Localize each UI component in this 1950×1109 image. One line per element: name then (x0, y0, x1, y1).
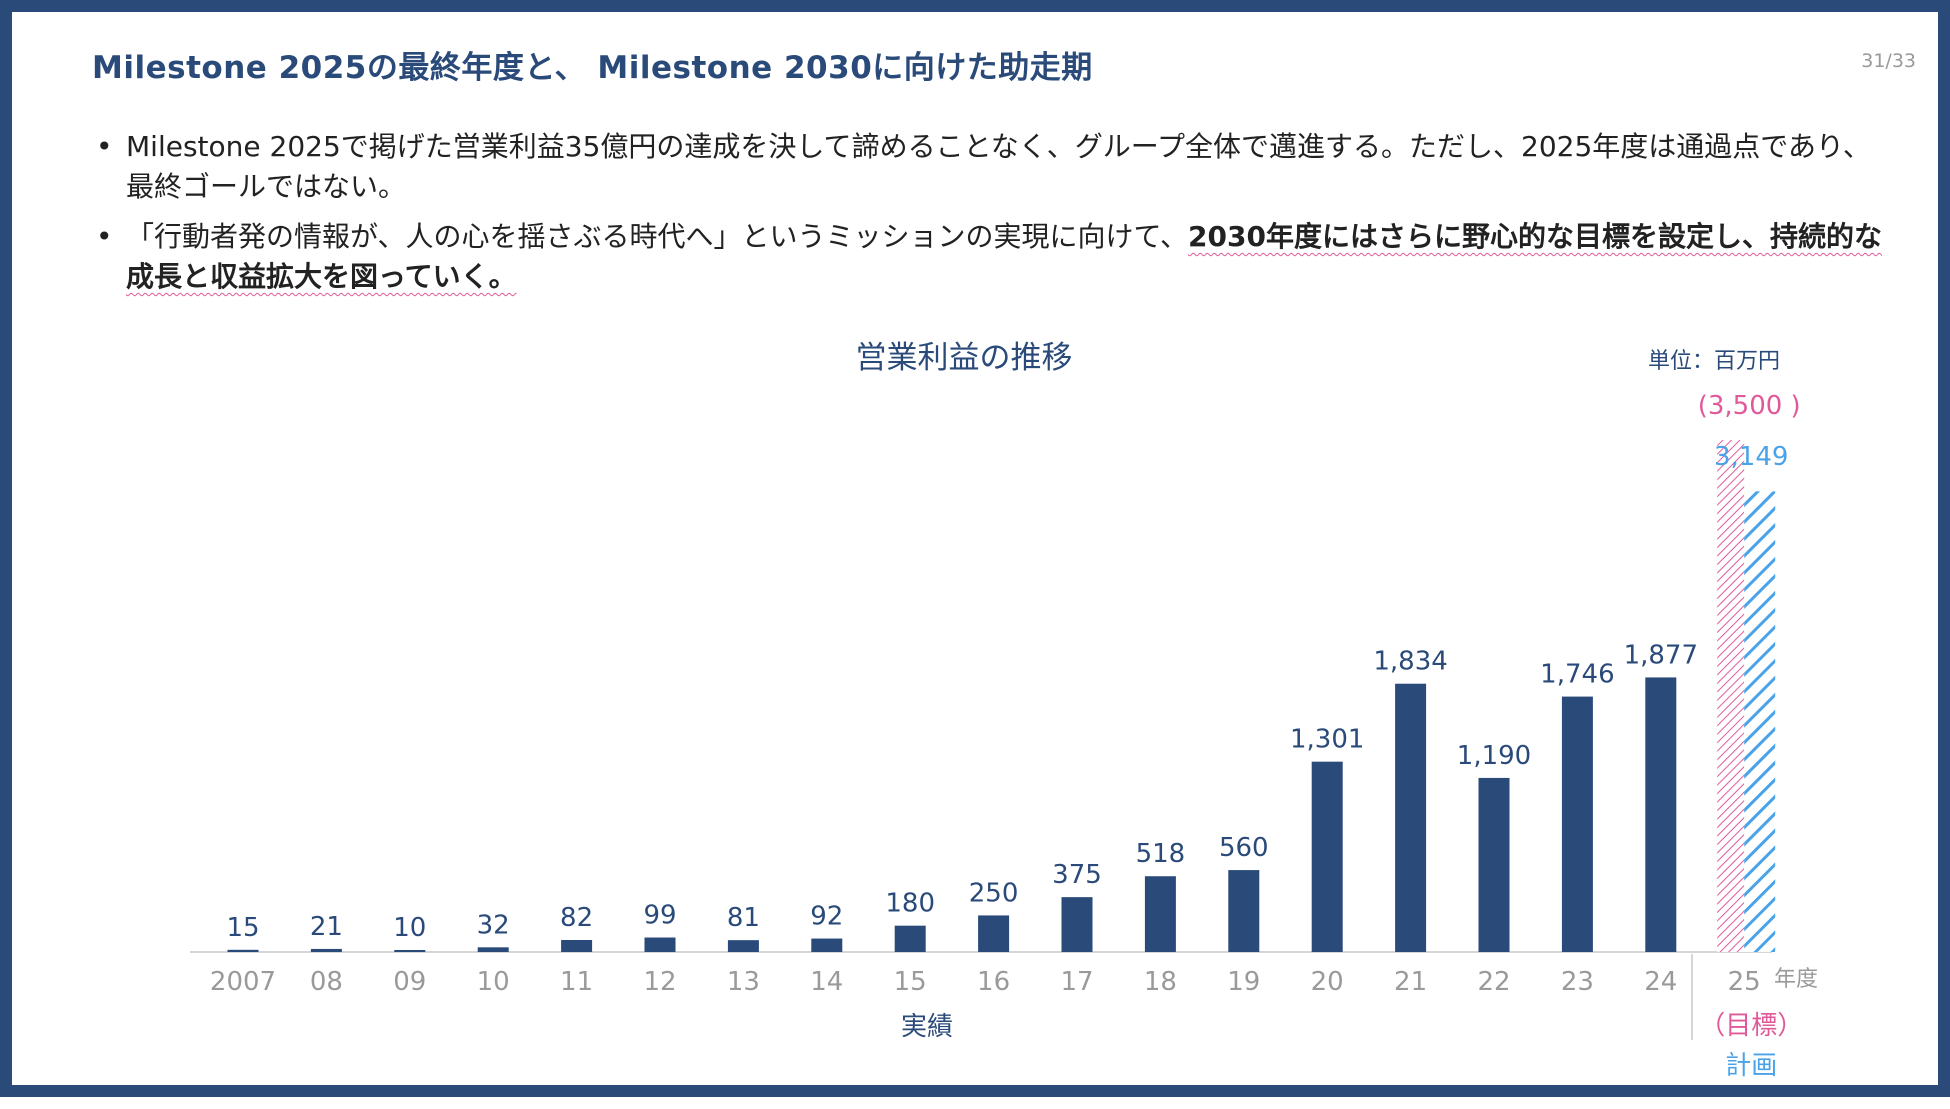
bar-value-label: 1,746 (1540, 660, 1614, 690)
bullet-item: • 「行動者発の情報が、人の心を揺さぶる時代へ」というミッションの実現に向けて、… (92, 217, 1892, 297)
bar-value-label: 82 (560, 903, 593, 933)
x-tick-label: 08 (310, 967, 343, 997)
x-tick-label: 20 (1311, 967, 1344, 997)
bar-value-label: 1,301 (1290, 725, 1364, 755)
bar-value-label: 1,834 (1373, 647, 1447, 677)
chart-title: 営業利益の推移 (856, 340, 1073, 376)
bar (1228, 870, 1260, 952)
bar-value-label: 560 (1219, 833, 1269, 863)
x-tick-label: 2007 (210, 967, 276, 997)
bar (1645, 677, 1677, 952)
bar (1311, 761, 1343, 952)
x-tick-label: 17 (1060, 967, 1093, 997)
group-label-actual: 実績 (901, 1012, 953, 1042)
x-tick-label: 11 (560, 967, 593, 997)
bar (477, 947, 509, 952)
target-value-label: (3,500 ) (1698, 391, 1801, 421)
bullet-text: 「行動者発の情報が、人の心を揺さぶる時代へ」というミッションの実現に向けて、 (126, 220, 1189, 253)
bar-value-label: 1,190 (1457, 741, 1531, 771)
x-tick-label: 19 (1227, 967, 1260, 997)
x-tick-label: 22 (1477, 967, 1510, 997)
bar (1061, 897, 1093, 952)
page-number: 31/33 (1861, 50, 1916, 72)
bar (561, 940, 593, 952)
x-tick-label: 15 (894, 967, 927, 997)
bar-value-label: 15 (226, 913, 259, 943)
bullet-marker: • (96, 130, 113, 163)
x-tick-label: 16 (977, 967, 1010, 997)
target-bar (1717, 440, 1745, 952)
bar-value-label: 81 (727, 903, 760, 933)
bar (310, 948, 342, 952)
x-tick-label: 10 (477, 967, 510, 997)
x-tick-label: 13 (727, 967, 760, 997)
bar-value-label: 10 (393, 913, 426, 943)
x-tick-label: 25 (1728, 967, 1761, 997)
unit-label: 単位：百万円 (1648, 349, 1780, 374)
bar (1561, 696, 1593, 952)
bar-value-label: 250 (969, 878, 1019, 908)
plan-value-label: 3,149 (1714, 442, 1788, 472)
x-tick-label: 23 (1561, 967, 1594, 997)
x-tick-label: 21 (1394, 967, 1427, 997)
operating-profit-chart: 営業利益の推移 単位：百万円 15 21 10 32 82 99 81 92 180 250 375 51… (190, 340, 1818, 1081)
bar (1478, 777, 1510, 952)
x-tick-label: 24 (1644, 967, 1677, 997)
bar (978, 915, 1010, 952)
bar-value-label: 180 (885, 889, 935, 919)
x-tick-label: 14 (810, 967, 843, 997)
bar-value-label: 1,877 (1624, 640, 1698, 670)
bar (727, 940, 759, 952)
bar (394, 950, 426, 952)
bar (227, 949, 259, 952)
bar-value-label: 32 (477, 910, 510, 940)
page-title: Milestone 2025の最終年度と、 Milestone 2030に向けた… (92, 50, 1093, 86)
bullet-item: • Milestone 2025で掲げた営業利益35億円の達成を決して諦めること… (92, 127, 1892, 207)
plan-bar (1744, 491, 1776, 952)
x-tick-label: 09 (393, 967, 426, 997)
bullet-marker: • (96, 220, 113, 253)
target-caption: （目標） (1699, 1011, 1803, 1041)
x-tick-label: 12 (643, 967, 676, 997)
x-axis-label: 年度 (1774, 967, 1818, 992)
bar-value-label: 92 (810, 902, 843, 932)
bullet-text: Milestone 2025で掲げた営業利益35億円の達成を決して諦めることなく… (126, 130, 1871, 203)
bar (1144, 876, 1176, 952)
bar-value-label: 21 (310, 912, 343, 942)
bar (811, 938, 843, 952)
x-tick-label: 18 (1144, 967, 1177, 997)
bullet-list: • Milestone 2025で掲げた営業利益35億円の達成を決して諦めること… (92, 127, 1892, 307)
bar (894, 925, 926, 952)
bar-value-label: 375 (1052, 860, 1102, 890)
bar-value-label: 518 (1136, 839, 1186, 869)
bar-value-label: 99 (643, 901, 676, 931)
plan-caption: 計画 (1725, 1051, 1777, 1081)
bullet-emphasis: 2030年度にはさらに野心的な目標を設定し、持続的な成長と収益拡大を図っていく。 (126, 220, 1882, 293)
bar (644, 937, 676, 952)
bar (1395, 683, 1427, 952)
